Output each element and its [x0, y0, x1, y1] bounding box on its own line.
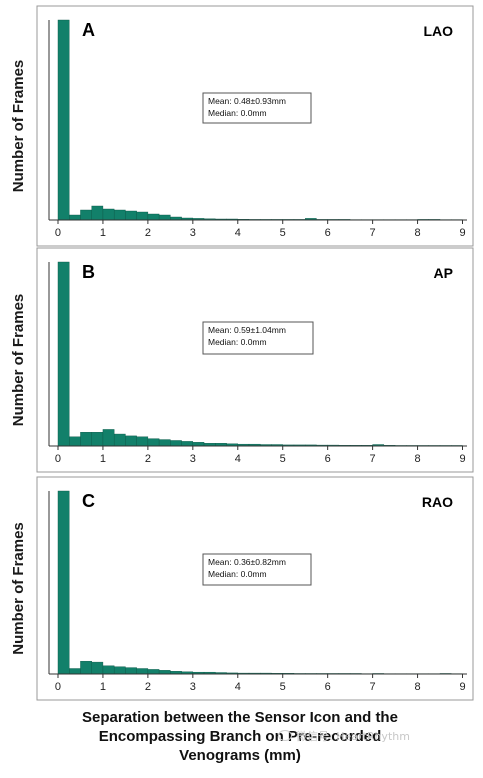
x-tick-label: 2 — [145, 453, 151, 465]
panel-letter: C — [82, 491, 95, 511]
x-tick-label: 0 — [55, 227, 61, 239]
histogram-bar — [192, 442, 205, 447]
stats-box — [202, 553, 312, 586]
stats-box — [202, 321, 314, 355]
mean-stat: Mean: 0.36±0.82mm — [208, 557, 286, 567]
panel-letter: B — [82, 262, 95, 282]
x-tick-label: 2 — [145, 681, 151, 693]
x-tick-label: 9 — [459, 227, 465, 239]
median-stat: Median: 0.0mm — [208, 569, 267, 579]
x-tick-label: 4 — [235, 453, 241, 465]
x-tick-label: 7 — [370, 681, 376, 693]
x-tick-label: 3 — [190, 227, 196, 239]
histogram-bar — [80, 660, 92, 675]
x-tick-label: 8 — [414, 227, 420, 239]
panel-b: 0 1 2 3 4 5 6 7 8 9 Number of Frames B AP Mean: 0.59±… — [10, 247, 474, 473]
x-tick-label: 0 — [55, 453, 61, 465]
histogram-bar — [147, 438, 160, 447]
histogram-bar — [91, 661, 104, 675]
x-tick-label: 6 — [325, 227, 331, 239]
median-stat: Median: 0.0mm — [208, 108, 267, 118]
histogram-bar — [69, 436, 81, 447]
histogram-bar — [69, 214, 81, 221]
mean-stat: Mean: 0.48±0.93mm — [208, 96, 286, 106]
view-label: RAO — [422, 494, 453, 510]
histogram-bar — [57, 261, 70, 447]
x-tick-label: 4 — [235, 227, 241, 239]
y-axis-title: Number of Frames — [10, 522, 27, 655]
x-tick-label: 3 — [190, 681, 196, 693]
x-tick-label: 1 — [100, 227, 106, 239]
x-tick-label: 6 — [325, 453, 331, 465]
x-tick-label: 6 — [325, 681, 331, 693]
mean-stat: Mean: 0.59±1.04mm — [208, 325, 286, 335]
panel-frame — [36, 247, 474, 473]
x-tick-label: 9 — [459, 453, 465, 465]
panel-a: 0 1 2 3 4 5 6 7 8 9 Number of Frames A LAO Mean: 0.48… — [10, 5, 474, 247]
x-tick-label: 8 — [414, 453, 420, 465]
panel-frame — [36, 5, 474, 247]
histogram-bar — [158, 214, 171, 221]
x-tick-label: 5 — [280, 681, 286, 693]
x-tick-label: 3 — [190, 453, 196, 465]
y-axis-title: Number of Frames — [10, 294, 27, 427]
x-tick-label: 8 — [414, 681, 420, 693]
x-tick-label: 5 — [280, 227, 286, 239]
view-label: LAO — [423, 23, 453, 39]
x-tick-label: 7 — [370, 227, 376, 239]
x-axis-title-line-2: Encompassing Branch on Pre-recorded — [98, 728, 382, 745]
x-tick-label: 1 — [100, 453, 106, 465]
histogram-bar — [102, 665, 115, 675]
histogram-bar — [125, 667, 137, 675]
stats-box — [202, 92, 312, 124]
median-stat: Median: 0.0mm — [208, 337, 267, 347]
histogram-bar — [125, 435, 137, 447]
histogram-bar — [158, 439, 171, 447]
histogram-bar — [136, 211, 149, 221]
histogram-bar — [80, 432, 92, 447]
panel-frame — [36, 476, 474, 701]
panel-letter: A — [82, 20, 95, 40]
view-label: AP — [434, 265, 453, 281]
histogram-bar — [170, 440, 182, 447]
histogram-bar — [91, 205, 104, 221]
x-tick-label: 9 — [459, 681, 465, 693]
histogram-bar — [113, 209, 126, 221]
x-tick-label: 1 — [100, 681, 106, 693]
x-tick-label: 2 — [145, 227, 151, 239]
watermark: 微信号: HeartRhythm — [278, 728, 410, 744]
histogram-bar — [80, 209, 92, 221]
histogram-bar — [113, 666, 126, 675]
histogram-bar — [102, 429, 115, 447]
histogram-bar — [136, 436, 149, 447]
x-axis-title-line-1: Separation between the Sensor Icon and t… — [82, 709, 398, 726]
histogram-bar — [147, 213, 160, 221]
histogram-bar — [158, 670, 171, 675]
histogram-bar — [91, 432, 104, 447]
histogram-bar — [147, 669, 160, 675]
histogram-bar — [136, 668, 149, 675]
histogram-bar — [125, 210, 137, 221]
x-axis-title-line-3: Venograms (mm) — [179, 747, 301, 764]
x-tick-label: 7 — [370, 453, 376, 465]
histogram-bar — [113, 433, 126, 447]
histogram-bar — [57, 19, 70, 221]
watermark-text: 微信号: HeartRhythm — [296, 730, 410, 743]
x-axis-title: Separation between the Sensor Icon and t… — [30, 708, 450, 765]
histogram-bar — [102, 208, 115, 221]
x-tick-label: 0 — [55, 681, 61, 693]
histogram-bar — [69, 668, 81, 675]
panel-c: 0 1 2 3 4 5 6 7 8 9 Number of Frames C RAO Mean: 0.36… — [10, 476, 474, 701]
y-axis-title: Number of Frames — [10, 60, 27, 193]
chat-bubble-icon — [278, 730, 292, 741]
histogram-bar — [181, 441, 194, 447]
histogram-bar — [57, 490, 70, 675]
x-tick-label: 5 — [280, 453, 286, 465]
x-tick-label: 4 — [235, 681, 241, 693]
